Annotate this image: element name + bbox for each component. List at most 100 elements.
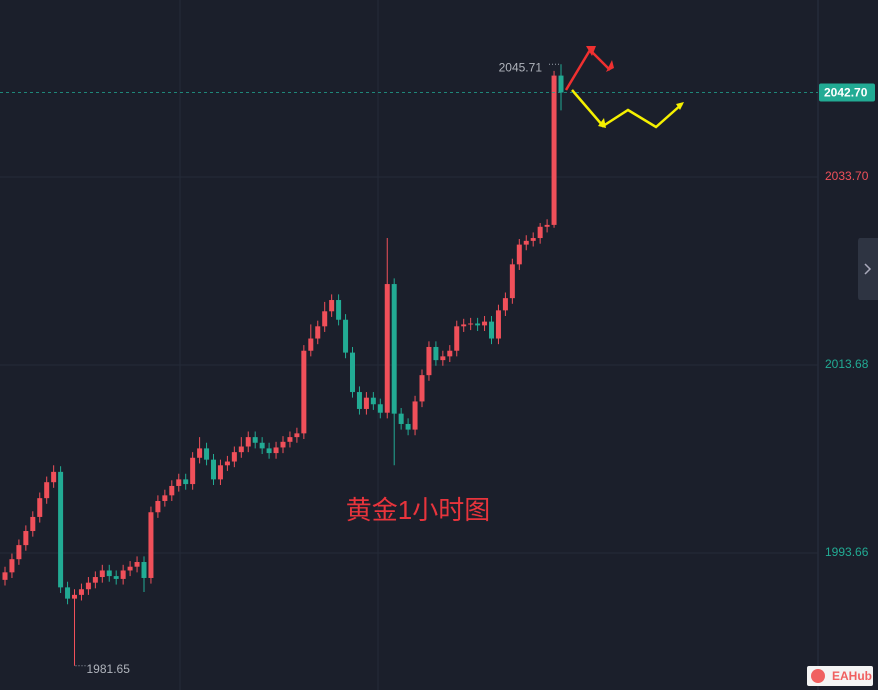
candle-body <box>134 562 140 567</box>
candle-body <box>482 321 488 326</box>
logo: EAHub <box>832 669 872 683</box>
candle-body <box>162 495 168 501</box>
candle-body <box>343 319 349 353</box>
candle-body <box>16 545 22 560</box>
candle-body <box>197 448 203 458</box>
candle-body <box>433 346 439 361</box>
annotation: 黄金1小时图 <box>346 495 490 525</box>
y-tick-label: 2013.68 <box>825 357 869 371</box>
candle-body <box>419 375 425 402</box>
low-label: 1981.65 <box>87 662 131 676</box>
candle-body <box>315 326 321 339</box>
candle-body <box>169 485 175 496</box>
side-toggle-icon <box>864 263 872 275</box>
candle-body <box>405 423 411 430</box>
candle-body <box>106 570 112 577</box>
candle-body <box>37 498 43 517</box>
candle-body <box>155 500 161 513</box>
candle-body <box>211 459 216 480</box>
candle-body <box>127 566 133 571</box>
candle-body <box>30 516 36 532</box>
candle-body <box>141 562 147 578</box>
candle-body <box>370 397 376 405</box>
candle-body <box>454 326 460 351</box>
candle-body <box>489 321 494 339</box>
candle-body <box>238 446 244 453</box>
arrow <box>589 49 611 71</box>
candle-body <box>23 531 29 546</box>
candle-body <box>350 352 355 393</box>
candle-body <box>398 413 404 424</box>
candle-body <box>78 589 84 595</box>
grid <box>0 176 818 554</box>
candle-body <box>273 447 279 454</box>
last-price-box <box>819 83 875 102</box>
candle-body <box>447 350 453 357</box>
candle-body <box>51 471 57 483</box>
candle-body <box>475 323 481 326</box>
candle-body <box>245 437 251 447</box>
arrow-head <box>586 46 614 72</box>
candle-body <box>85 582 91 590</box>
candle-body <box>468 323 474 325</box>
candle-body <box>224 461 230 466</box>
candle-body <box>544 224 550 227</box>
candle-body <box>440 356 446 361</box>
candle-body <box>301 350 307 434</box>
candle-body <box>509 264 515 299</box>
logo-box <box>807 666 873 686</box>
candle-body <box>204 448 210 460</box>
candle-body <box>72 594 77 599</box>
last-price-label: 2042.70 <box>824 86 868 100</box>
candle-body <box>502 298 508 311</box>
candle-body <box>176 479 182 486</box>
candle-body <box>516 244 522 265</box>
candle-body <box>495 310 501 339</box>
candle-body <box>426 346 432 376</box>
candle-body <box>530 238 536 241</box>
candle-body <box>280 441 286 448</box>
arrow <box>571 89 683 129</box>
candle-body <box>322 311 328 327</box>
logo-icon <box>811 669 825 683</box>
candle-body <box>44 482 50 499</box>
candle-body <box>523 240 529 245</box>
candle-body <box>294 433 300 438</box>
candle-body <box>92 577 98 583</box>
candle-body <box>287 437 293 442</box>
candle-body <box>551 75 557 225</box>
candle-body <box>461 324 467 327</box>
candle-body <box>217 465 223 480</box>
candle-body <box>231 452 237 462</box>
side-toggle[interactable] <box>858 238 878 300</box>
candle-body <box>391 284 397 414</box>
candles <box>2 64 564 666</box>
candle-body <box>120 570 126 579</box>
candle-body <box>363 397 369 409</box>
candle-body <box>356 392 362 409</box>
candle-body <box>558 75 564 93</box>
candle-body <box>377 404 383 413</box>
candle-body <box>384 284 390 413</box>
candle-body <box>190 457 196 485</box>
arrow <box>564 49 592 91</box>
candle-body <box>266 448 272 454</box>
y-tick-label: 2033.70 <box>825 169 869 183</box>
candle-body <box>65 587 71 599</box>
candle-body <box>329 300 335 312</box>
candle-body <box>537 226 543 239</box>
candle-body <box>252 437 258 443</box>
candle-body <box>308 338 314 351</box>
high-label: 2045.71 <box>499 60 543 74</box>
candle-body <box>183 479 189 485</box>
candle-body <box>148 512 154 578</box>
candle-body <box>259 442 265 449</box>
y-tick-label: 1993.66 <box>825 545 869 559</box>
candle-body <box>9 559 15 573</box>
candle-body <box>99 570 105 578</box>
candle-body <box>58 471 64 588</box>
candle-body <box>336 300 342 320</box>
candle-body <box>113 576 119 579</box>
